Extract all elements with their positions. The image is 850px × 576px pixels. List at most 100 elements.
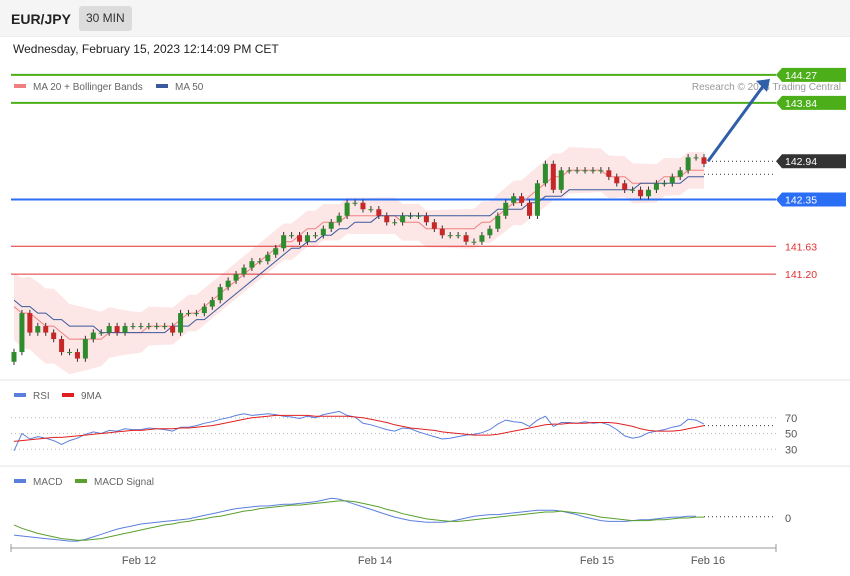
candle <box>344 202 350 216</box>
level-label: 142.94 <box>785 156 817 168</box>
candle <box>511 196 517 203</box>
legend-swatch <box>75 479 87 483</box>
candle <box>74 352 80 359</box>
candle <box>693 157 699 159</box>
candle <box>527 202 533 216</box>
level-tag <box>776 95 846 110</box>
candle <box>162 326 168 328</box>
legend-swatch <box>14 393 26 397</box>
timeframe-badge[interactable]: 30 MIN <box>79 6 132 31</box>
timestamp: Wednesday, February 15, 2023 12:14:09 PM… <box>13 42 279 56</box>
candle <box>503 202 509 216</box>
candle <box>392 222 398 224</box>
legend-label: MACD <box>33 477 62 488</box>
level-label: 142.35 <box>785 195 817 207</box>
candle <box>154 326 160 328</box>
candle <box>638 189 644 197</box>
candle <box>138 326 144 328</box>
level-tag <box>776 154 846 169</box>
candle <box>273 248 279 255</box>
forecast-arrow <box>706 84 766 163</box>
candle <box>630 189 636 191</box>
candle <box>257 261 263 263</box>
forecast-arrowhead <box>756 78 770 92</box>
level-tag <box>776 192 846 207</box>
candle <box>685 157 691 171</box>
candle <box>320 228 326 236</box>
level-label: 143.84 <box>785 98 817 110</box>
candle <box>265 254 271 262</box>
symbol-label: EUR/JPY <box>11 11 71 27</box>
candle <box>479 235 485 242</box>
candle <box>534 183 540 216</box>
candle <box>209 300 215 307</box>
candle <box>400 215 406 223</box>
candle <box>447 235 453 237</box>
candle <box>653 183 659 190</box>
candle <box>217 287 223 301</box>
candle <box>249 261 255 268</box>
candle <box>130 326 136 328</box>
candle <box>304 235 310 242</box>
candle <box>495 215 501 229</box>
macd-line <box>13 497 697 542</box>
candle <box>550 163 556 190</box>
candle <box>360 202 366 210</box>
candle <box>27 313 33 333</box>
candle <box>193 313 199 315</box>
level-tag <box>776 67 846 82</box>
level-label: 141.63 <box>785 241 817 253</box>
legend-swatch <box>62 393 74 397</box>
legend-label: RSI <box>33 391 50 402</box>
header-bar: EUR/JPY 30 MIN <box>0 0 850 37</box>
candle <box>312 235 318 237</box>
bollinger-band <box>14 147 704 375</box>
candle <box>463 235 469 242</box>
rsi-ma-line <box>13 414 705 442</box>
level-label: 144.27 <box>785 70 817 82</box>
candle <box>67 352 73 354</box>
candle <box>90 332 96 340</box>
candle <box>415 215 421 217</box>
candle <box>19 313 25 353</box>
candle <box>11 352 17 362</box>
candle <box>336 215 342 223</box>
candle <box>376 209 382 216</box>
candle <box>146 326 152 328</box>
candle <box>566 170 572 172</box>
candle <box>487 228 493 236</box>
macd-level-label: 0 <box>785 513 791 525</box>
candle <box>289 235 295 237</box>
candle <box>178 313 184 333</box>
candle <box>455 235 461 237</box>
candle <box>106 326 112 333</box>
candle <box>669 176 675 184</box>
candle <box>614 176 620 184</box>
candle <box>384 215 390 223</box>
x-tick-label: Feb 12 <box>122 555 156 567</box>
candle <box>352 202 358 204</box>
rsi-level-label: 30 <box>785 444 797 456</box>
candle <box>225 280 231 288</box>
legend-swatch <box>156 84 168 88</box>
candle <box>122 326 128 333</box>
candle <box>431 222 437 229</box>
legend-label: 9MA <box>81 391 102 402</box>
candle <box>59 339 65 353</box>
legend-label: MACD Signal <box>94 477 154 488</box>
candle <box>590 170 596 172</box>
candle <box>622 183 628 190</box>
ma50-line <box>13 176 704 334</box>
level-label: 141.20 <box>785 269 817 281</box>
legend-swatch <box>14 84 26 88</box>
candle <box>368 209 374 211</box>
candle <box>471 241 477 243</box>
candle <box>574 170 580 172</box>
x-tick-label: Feb 14 <box>358 555 392 567</box>
candle <box>423 215 429 223</box>
candle <box>297 235 303 242</box>
candle <box>542 163 548 184</box>
candle <box>661 183 667 185</box>
rsi-level-label: 50 <box>785 429 797 441</box>
